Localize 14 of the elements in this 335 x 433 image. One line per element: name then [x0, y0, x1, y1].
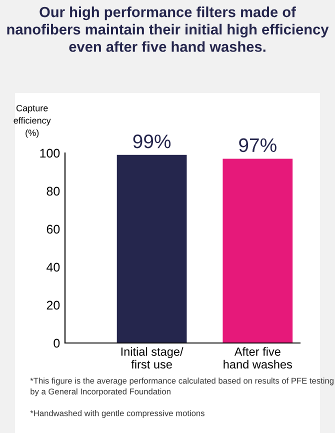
y-tick-label: 100: [40, 148, 60, 158]
y-tick-label: 20: [46, 300, 60, 310]
x-tick-label: After five hand washes: [224, 347, 292, 369]
text: *Handwashed with gentle compressive motions: [30, 410, 204, 418]
x-tick-label: Initial stage/ first use: [121, 347, 184, 369]
y-tick-label: 40: [46, 262, 60, 272]
chart-title: Our high performance filters made of nanofibers maintain their initial high efficiency even after five hand washes.: [7, 6, 329, 52]
y-tick-label: 80: [46, 186, 60, 196]
data-label: 97%: [239, 138, 276, 152]
text: *This figure is the average performance calculated based on results of PFE testing by a General Incorporated Foundation: [30, 378, 334, 396]
y-axis-title: Capture efficiency (%): [14, 104, 51, 138]
data-label: 99%: [133, 134, 171, 148]
y-tick-label: 0: [54, 338, 60, 348]
y-tick-label: 60: [46, 224, 60, 234]
